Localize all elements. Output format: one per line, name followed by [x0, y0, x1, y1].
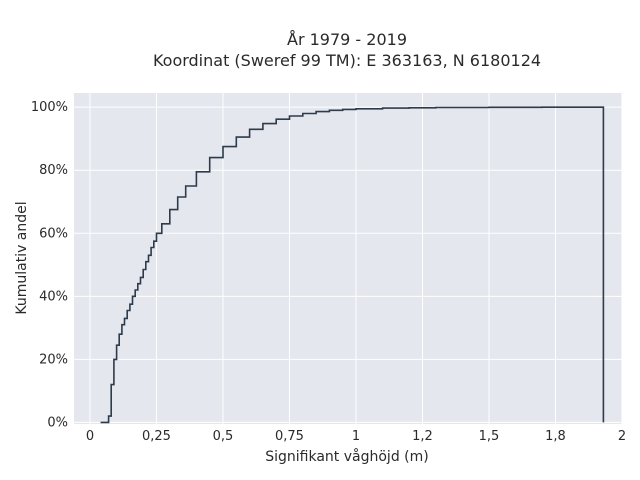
y-tick-label: 40%: [39, 289, 68, 304]
y-tick-label: 80%: [39, 163, 68, 178]
plot-area: [74, 93, 622, 424]
y-tick-label: 20%: [39, 352, 68, 367]
x-tick-label: 1,5: [479, 429, 500, 444]
x-tick-label: 0,75: [275, 429, 304, 444]
x-tick-label: 0: [86, 429, 94, 444]
chart-title-line-2: Koordinat (Sweref 99 TM): E 363163, N 61…: [153, 51, 541, 70]
y-tick-label: 100%: [31, 100, 68, 115]
tick-labels: 0 0,25 0,5 0,75 1 1,2 1,5 1,8 20%20%40%60%80%100…: [31, 100, 626, 444]
x-axis-label: Signifikant våghöjd (m): [265, 448, 428, 465]
y-axis-label: Kumulativ andel: [14, 201, 30, 314]
y-tick-label: 0%: [47, 415, 68, 430]
y-tick-label: 60%: [39, 226, 68, 241]
x-tick-label: 0,5: [213, 429, 234, 444]
ecdf-step-line: [100, 106, 605, 424]
x-tick-label: 0,25: [142, 429, 171, 444]
x-tick-label: 1: [352, 429, 360, 444]
x-tick-label: 1,2: [412, 429, 433, 444]
x-tick-label: 2: [618, 429, 626, 444]
x-tick-label: 1,8: [545, 429, 566, 444]
chart-title-line-1: År 1979 - 2019: [287, 30, 407, 49]
